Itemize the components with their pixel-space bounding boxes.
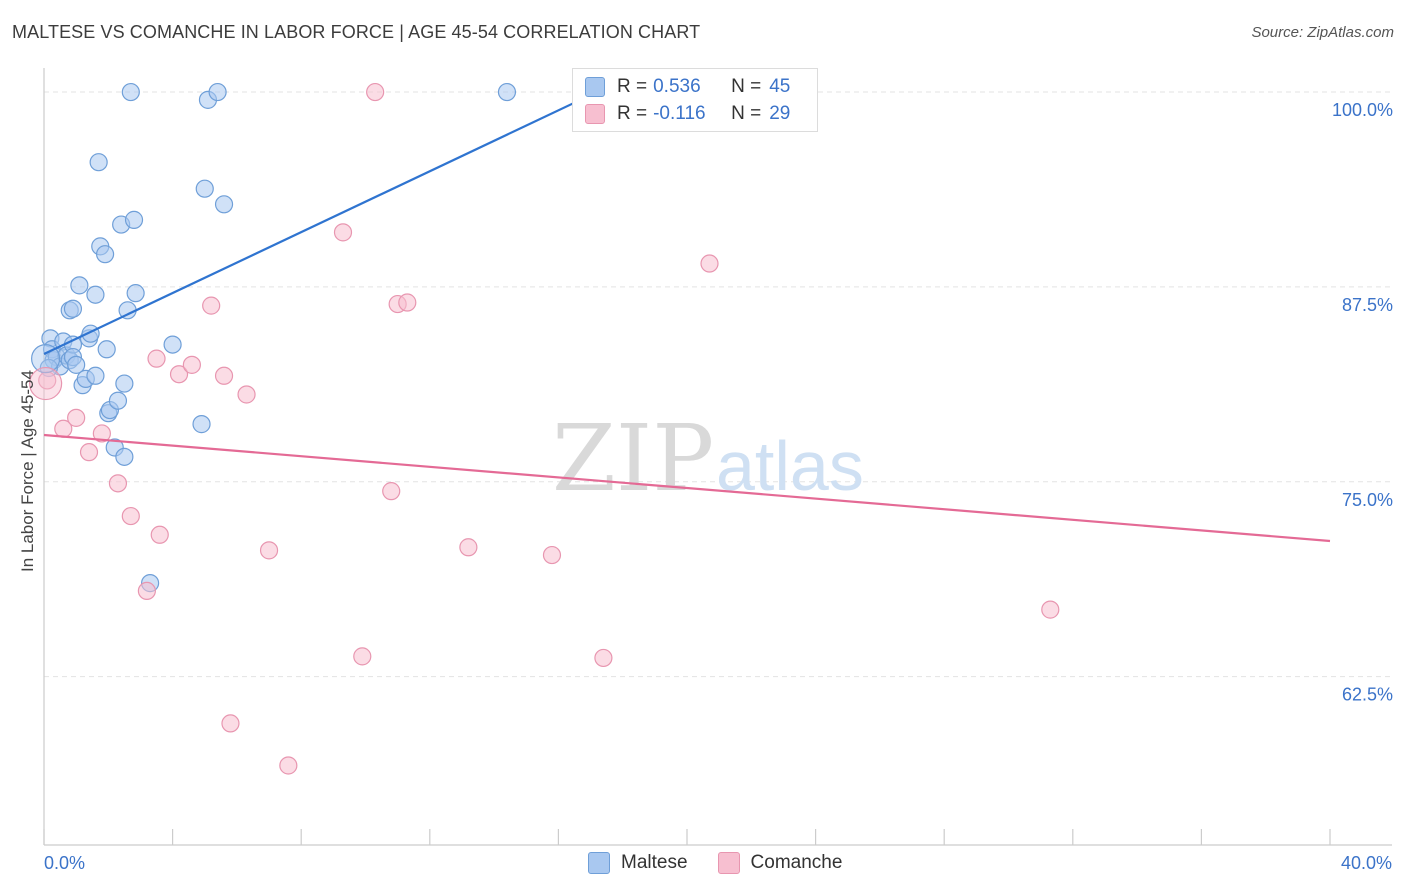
maltese-trend-line — [43, 91, 598, 355]
maltese-legend-label: Maltese — [621, 852, 688, 873]
legend-item-comanche: Comanche — [717, 852, 843, 874]
comanche-point — [67, 408, 86, 427]
y-tick-label: 87.5% — [1342, 295, 1393, 315]
maltese-point — [163, 335, 182, 354]
maltese-point — [97, 340, 116, 359]
chart-title: MALTESE VS COMANCHE IN LABOR FORCE | AGE… — [12, 22, 701, 42]
comanche-point — [382, 482, 401, 501]
comanche-point — [29, 366, 63, 401]
n-label: N = — [731, 76, 762, 97]
axes — [43, 68, 1392, 846]
maltese-point — [497, 82, 517, 102]
maltese-point — [89, 153, 108, 172]
comanche-r-value: -0.116 — [653, 103, 706, 124]
comanche-point — [353, 647, 372, 666]
maltese-point — [208, 82, 227, 102]
n-label: N = — [731, 103, 762, 124]
maltese-point — [195, 179, 214, 198]
tick-labels: 100.0% 87.5% 75.0% 62.5% 0.0% 40.0% — [44, 100, 1393, 873]
comanche-point — [202, 296, 221, 315]
comanche-point — [137, 581, 156, 601]
r-label: R = — [617, 103, 648, 124]
maltese-point — [214, 195, 234, 214]
correlation-legend: R = 0.536 N = 45 R = -0.116 N = 29 — [572, 68, 818, 132]
comanche-point — [147, 349, 166, 368]
legend-row-comanche: R = -0.116 N = 29 — [585, 102, 790, 126]
legend-item-maltese: Maltese — [588, 852, 688, 874]
y-tick-label: 100.0% — [1332, 100, 1393, 120]
maltese-point — [86, 366, 105, 385]
comanche-point — [92, 424, 111, 443]
maltese-swatch — [585, 77, 605, 97]
maltese-point — [115, 374, 134, 393]
y-tick-label: 62.5% — [1342, 685, 1393, 705]
comanche-point — [700, 254, 719, 273]
comanche-trend-line — [43, 433, 1331, 543]
maltese-point — [86, 285, 105, 304]
maltese-point — [108, 391, 128, 410]
comanche-point — [169, 365, 189, 384]
comanche-point — [182, 355, 201, 374]
r-label: R = — [617, 76, 648, 97]
watermark-zip: ZIP — [552, 405, 714, 512]
comanche-point — [398, 293, 417, 312]
data-points — [29, 82, 1060, 775]
comanche-legend-swatch — [717, 852, 740, 874]
legend-row-maltese: R = 0.536 N = 45 — [585, 75, 790, 99]
maltese-point — [124, 210, 144, 229]
maltese-point — [126, 284, 145, 303]
source-credit: Source: ZipAtlas.com — [1251, 24, 1394, 41]
maltese-point — [115, 447, 134, 466]
maltese-n-value: 45 — [769, 76, 791, 97]
maltese-point — [63, 299, 83, 318]
comanche-point — [214, 366, 234, 385]
comanche-point — [221, 714, 240, 733]
series-legend: Maltese Comanche — [588, 852, 872, 874]
comanche-point — [594, 648, 613, 668]
maltese-r-value: 0.536 — [653, 76, 701, 97]
comanche-point — [108, 474, 128, 493]
maltese-point — [31, 344, 61, 374]
comanche-point — [1041, 600, 1060, 619]
y-tick-label: 75.0% — [1342, 490, 1393, 510]
watermark: ZIP atlas — [552, 405, 864, 512]
comanche-point — [150, 525, 169, 544]
maltese-point — [192, 415, 211, 434]
maltese-point — [67, 355, 86, 374]
comanche-point — [279, 756, 298, 775]
comanche-n-value: 29 — [769, 103, 791, 124]
comanche-point — [459, 538, 478, 557]
x-tick-label: 0.0% — [44, 853, 85, 873]
maltese-point — [121, 82, 140, 102]
comanche-point — [79, 443, 99, 462]
comanche-point — [366, 82, 385, 102]
maltese-point — [70, 276, 89, 295]
maltese-legend-swatch — [588, 852, 610, 874]
comanche-swatch — [585, 104, 605, 124]
gridlines — [44, 91, 1392, 678]
comanche-point — [237, 385, 256, 404]
maltese-point — [95, 245, 115, 264]
y-axis-label: In Labor Force | Age 45-54 — [18, 370, 37, 572]
comanche-point — [333, 223, 353, 242]
comanche-point — [259, 541, 279, 560]
x-tick-label: 40.0% — [1341, 853, 1392, 873]
comanche-point — [121, 506, 140, 526]
comanche-legend-label: Comanche — [750, 852, 843, 873]
comanche-point — [542, 545, 562, 565]
